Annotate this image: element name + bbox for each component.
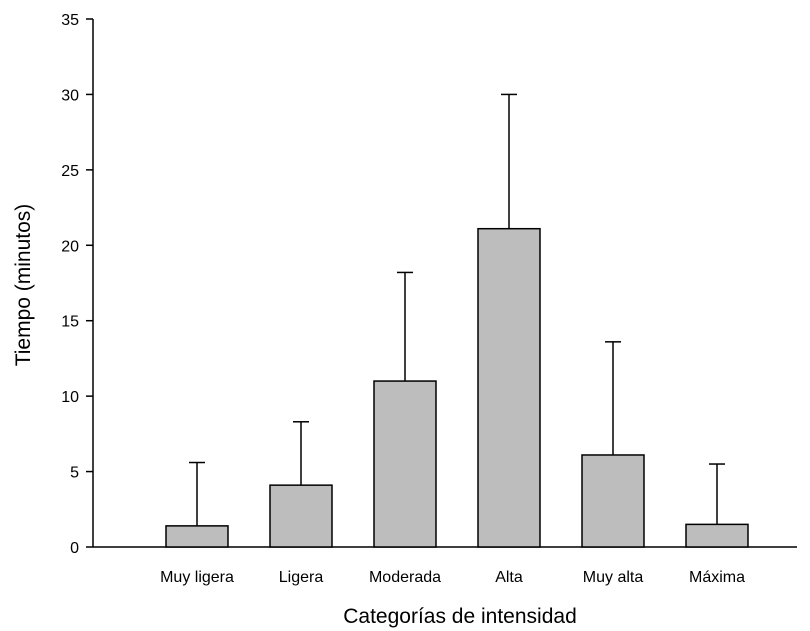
x-tick-label: Muy alta bbox=[583, 569, 644, 586]
error-bars bbox=[189, 93, 725, 526]
y-axis: 0 5 10 15 20 25 30 35 bbox=[61, 12, 94, 557]
bar bbox=[269, 484, 333, 548]
x-tick-label: Máxima bbox=[689, 569, 745, 586]
bar bbox=[165, 525, 229, 548]
y-axis-title: Tiempo (minutos) bbox=[12, 204, 35, 367]
x-axis: Muy ligera Ligera Moderada Alta Muy alta Máxi… bbox=[93, 546, 797, 586]
x-tick-label: Moderada bbox=[369, 569, 441, 586]
x-tick-label: Alta bbox=[495, 569, 523, 586]
y-tick-label: 0 bbox=[70, 540, 79, 557]
y-tick-label: 35 bbox=[61, 12, 79, 29]
y-tick-label: 15 bbox=[61, 314, 79, 331]
y-tick-label: 25 bbox=[61, 163, 79, 180]
bar bbox=[373, 380, 437, 548]
bar bbox=[581, 454, 645, 548]
bar bbox=[477, 227, 541, 548]
x-tick-label: Ligera bbox=[279, 569, 324, 586]
x-tick-label: Muy ligera bbox=[160, 569, 234, 586]
y-tick-label: 20 bbox=[61, 238, 79, 255]
bar bbox=[685, 523, 749, 548]
y-tick-label: 30 bbox=[61, 87, 79, 104]
y-tick-label: 10 bbox=[61, 389, 79, 406]
x-axis-title: Categorías de intensidad bbox=[343, 605, 577, 628]
bars bbox=[165, 227, 749, 548]
y-tick-label: 5 bbox=[70, 465, 79, 482]
